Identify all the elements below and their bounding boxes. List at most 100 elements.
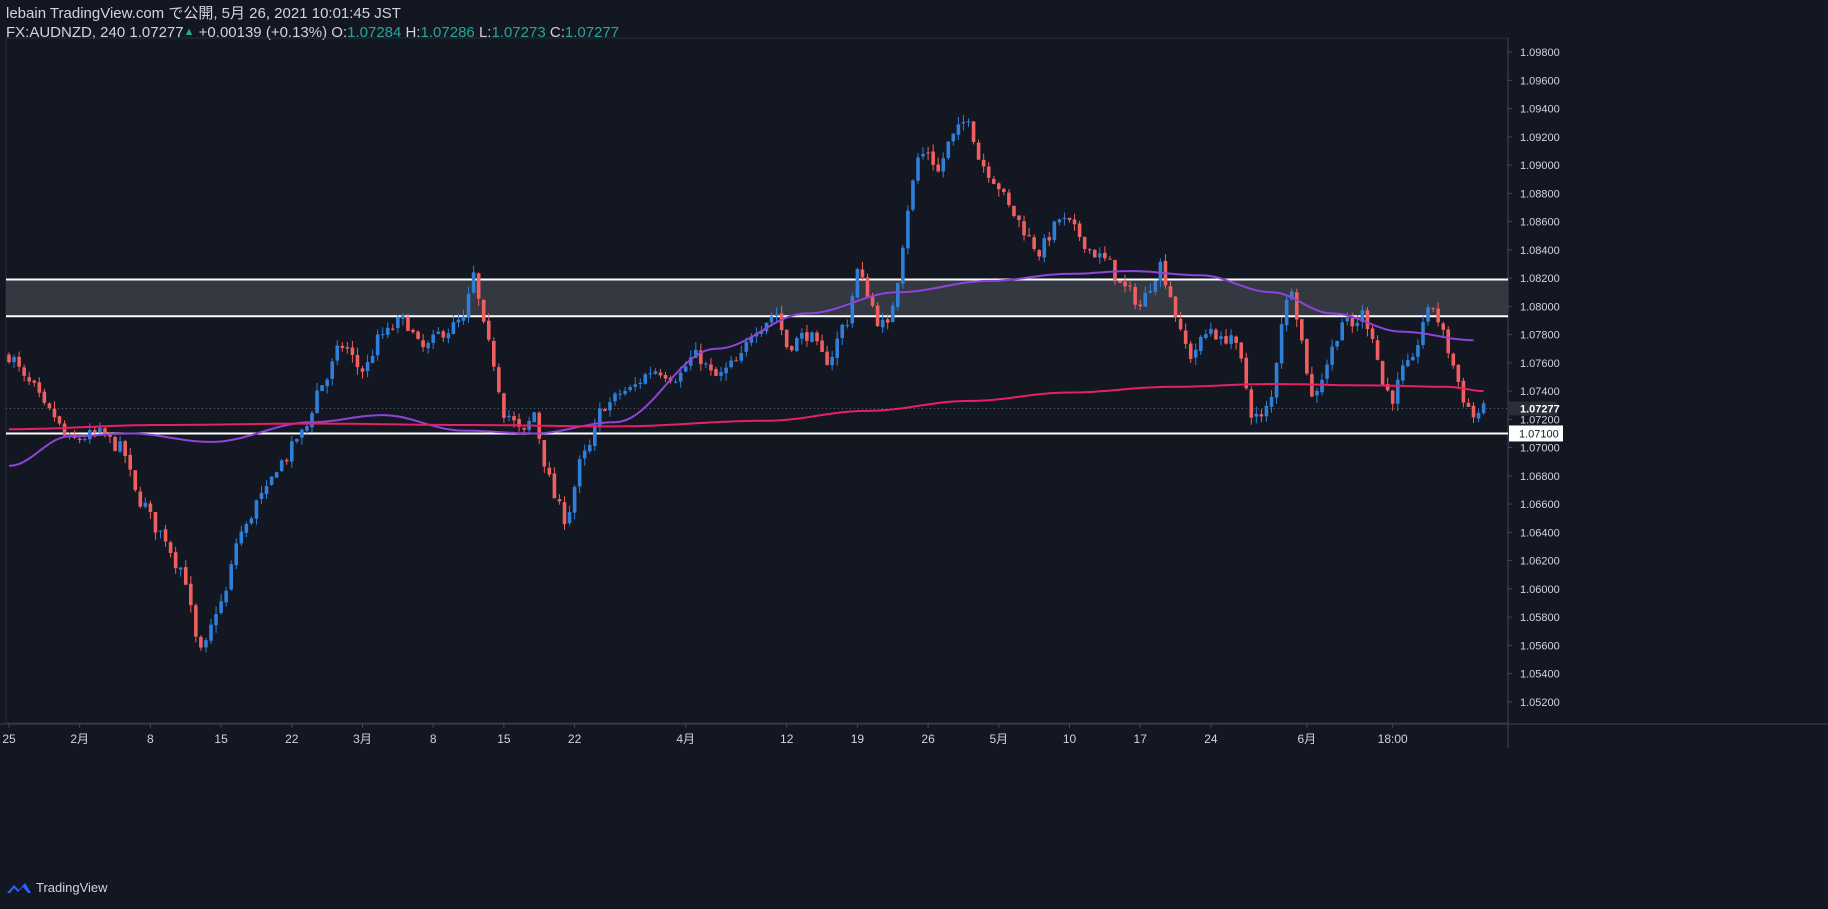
last-price-badge [1509,401,1557,416]
time-tick-label: 12 [780,732,794,746]
candle-body [1133,286,1137,305]
candle-body [481,299,486,322]
candle-body [1431,307,1435,309]
candle-body [1259,414,1264,417]
candle-body [976,142,981,160]
candle-body [1305,339,1309,374]
candle-body [497,367,501,393]
candle-body [411,329,415,333]
candle-body [946,141,951,158]
candle-body [633,384,637,387]
candle-body [729,360,733,368]
candle-body [941,158,946,172]
candle-body [1042,238,1047,258]
time-tick-label: 4月 [676,732,695,746]
candle-body [890,305,895,323]
candle-body [113,437,117,451]
candle-body [1067,217,1072,220]
candle-body [805,332,809,341]
candle-body [1168,286,1173,298]
candle-body [279,460,284,471]
candle-body [557,499,562,502]
candle-body [416,331,420,339]
candle-body [219,601,223,613]
candle-body [269,476,274,485]
candle-body [1320,379,1324,393]
candle-body [845,324,850,326]
price-tick-label: 1.08600 [1520,217,1560,229]
candle-body [93,430,97,433]
candle-body [739,353,744,361]
candle-body [365,362,370,372]
moving-average-mid-line [8,269,1474,467]
price-tick-label: 1.08400 [1520,245,1560,257]
candle-body [375,334,380,356]
candle-body [239,531,244,544]
candle-body [12,357,16,363]
candle-body [1002,188,1006,192]
candle-body [1375,340,1380,360]
candle-body [719,371,723,376]
time-tick-label: 17 [1134,732,1148,746]
candle-body [1062,217,1067,220]
candle-body [613,393,617,402]
candle-body [1219,336,1223,339]
price-tick-label: 1.09800 [1520,47,1560,59]
candle-body [234,543,239,566]
time-tick-label: 5月 [989,732,1008,746]
candle-body [911,180,915,210]
candle-body [997,183,1001,190]
high-label: H: [405,24,421,41]
candle-body [1012,205,1016,216]
candle-body [1123,281,1127,287]
candle-body [1380,360,1385,385]
candle-body [42,391,47,403]
candle-body [1300,319,1304,341]
candle-body [779,313,784,331]
time-tick-label: 19 [851,732,865,746]
footer-brand[interactable]: TradingView [36,880,108,895]
candle-body [1481,403,1486,414]
candle-body [1188,343,1193,359]
candle-body [951,133,956,142]
candle-body [572,486,577,513]
open-label: O: [331,24,348,41]
candle-body [749,336,754,343]
open-value: 1.07284 [347,24,402,41]
symbol-label[interactable]: FX:AUDNZD, 240 [6,24,126,41]
candle-body [57,416,62,424]
candle-body [875,305,880,326]
up-arrow-icon: ▲ [183,26,195,38]
candle-body [492,340,496,367]
candle-body [350,347,355,355]
candle-body [426,343,430,349]
candle-body [1027,235,1031,237]
candle-body [926,152,930,154]
candle-body [1158,261,1163,281]
candle-body [77,438,82,440]
price-tick-label: 1.09200 [1520,132,1560,144]
candle-body [1355,322,1360,326]
candle-body [98,427,102,433]
candle-body [724,367,728,374]
candle-body [52,408,57,418]
candle-body [406,316,410,331]
candle-body [17,356,21,367]
candle-body [456,319,461,323]
candle-body [396,317,400,328]
candle-body [47,403,52,408]
resistance-zone [6,279,1508,317]
price-tick-label: 1.08000 [1520,301,1560,313]
candle-body [784,329,789,348]
candle-body [1103,252,1107,259]
candle-body [850,296,855,324]
candle-body [1315,390,1319,396]
candle-body [623,390,627,395]
candle-body [1057,219,1062,223]
candle-body [1249,389,1254,418]
candle-body [638,382,643,385]
candle-body [163,529,168,542]
candle-body [598,408,602,426]
candle-body [259,492,264,499]
